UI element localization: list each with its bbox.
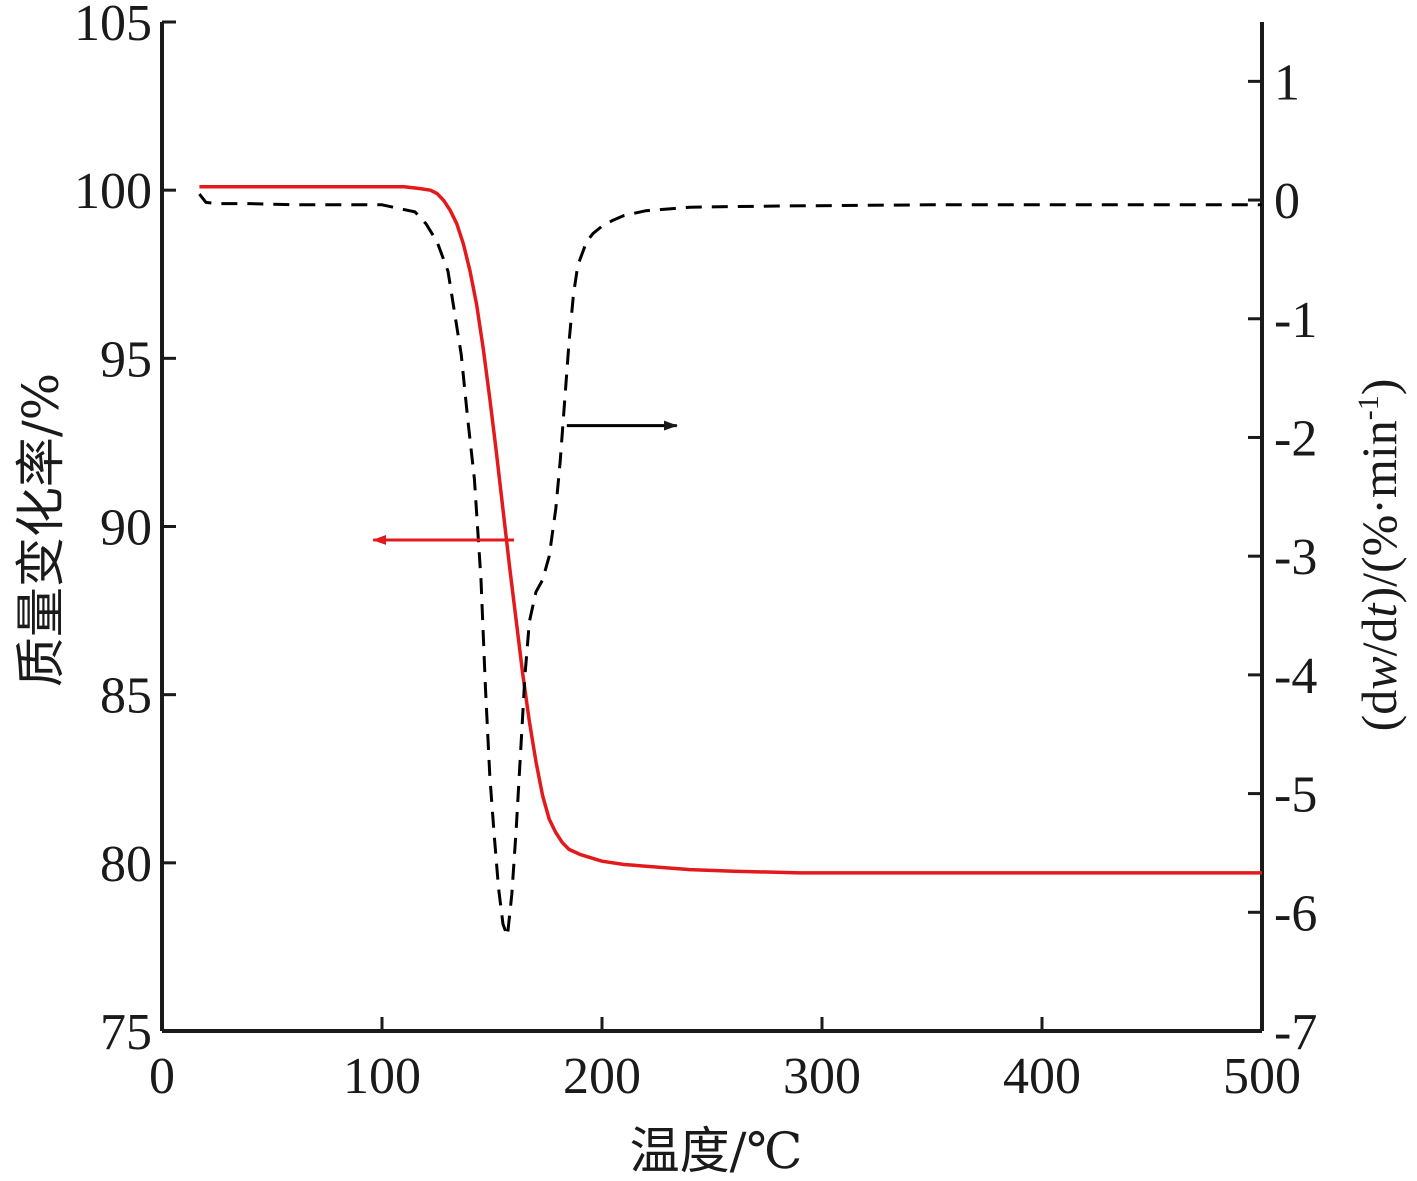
x-tick-label: 300 bbox=[783, 1048, 861, 1105]
mass-change-line bbox=[199, 185, 1262, 875]
x-tick-label: 0 bbox=[149, 1048, 175, 1105]
x-axis-label: 温度/℃ bbox=[630, 1122, 803, 1180]
y-axis-right-label-close: ) bbox=[1351, 379, 1407, 396]
y-left-tick-label: 95 bbox=[100, 331, 152, 388]
series-layer bbox=[198, 185, 1262, 938]
y-left-tick-label: 90 bbox=[100, 500, 152, 557]
x-tick-label: 400 bbox=[1003, 1048, 1081, 1105]
y-right-tick-label: -7 bbox=[1274, 1004, 1317, 1061]
y-axis-right-label-t: t bbox=[1351, 602, 1407, 617]
y-right-tick-label: -4 bbox=[1274, 648, 1317, 705]
y-left-tick-label: 100 bbox=[74, 163, 152, 220]
y-axis-right-label-suffix: )/(%·min bbox=[1351, 420, 1407, 603]
plot-frame bbox=[160, 22, 1264, 1033]
y-right-tick-label: -2 bbox=[1274, 410, 1317, 467]
y-right-tick-label: 0 bbox=[1274, 173, 1300, 230]
x-tick-label: 500 bbox=[1223, 1048, 1301, 1105]
y-right-tick-label: -6 bbox=[1274, 885, 1317, 942]
y-left-tick-label: 80 bbox=[100, 836, 152, 893]
y-right-tick-label: -5 bbox=[1274, 767, 1317, 824]
y-left-tick-label: 105 bbox=[74, 0, 152, 52]
y-left-tick-label: 85 bbox=[100, 668, 152, 725]
y-right-tick-label: 1 bbox=[1274, 54, 1300, 111]
y-axis-right-label-w: w bbox=[1351, 656, 1407, 689]
y-right-tick-label: -3 bbox=[1274, 529, 1317, 586]
y-axis-right-label-prefix: (d bbox=[1351, 690, 1407, 732]
tick-layer: 0 100 200 300 400 500 75 80 85 90 95 100 105 -7 -6 -5 -4… bbox=[74, 0, 1317, 1105]
y-right-tick-label: -1 bbox=[1274, 292, 1317, 349]
dtg-dashed-line bbox=[198, 193, 1262, 938]
y-axis-right-label: (dw/dt)/(%·min-1) bbox=[1351, 379, 1407, 732]
y-axis-right-label-sup: -1 bbox=[1352, 395, 1385, 420]
y-axis-right-label-mid: /d bbox=[1351, 617, 1407, 656]
x-tick-label: 200 bbox=[563, 1048, 641, 1105]
y-left-tick-label: 75 bbox=[100, 1004, 152, 1061]
x-tick-label: 100 bbox=[343, 1048, 421, 1105]
annotation-layer bbox=[372, 420, 678, 545]
y-axis-left-label: 质量变化率/% bbox=[12, 373, 70, 687]
